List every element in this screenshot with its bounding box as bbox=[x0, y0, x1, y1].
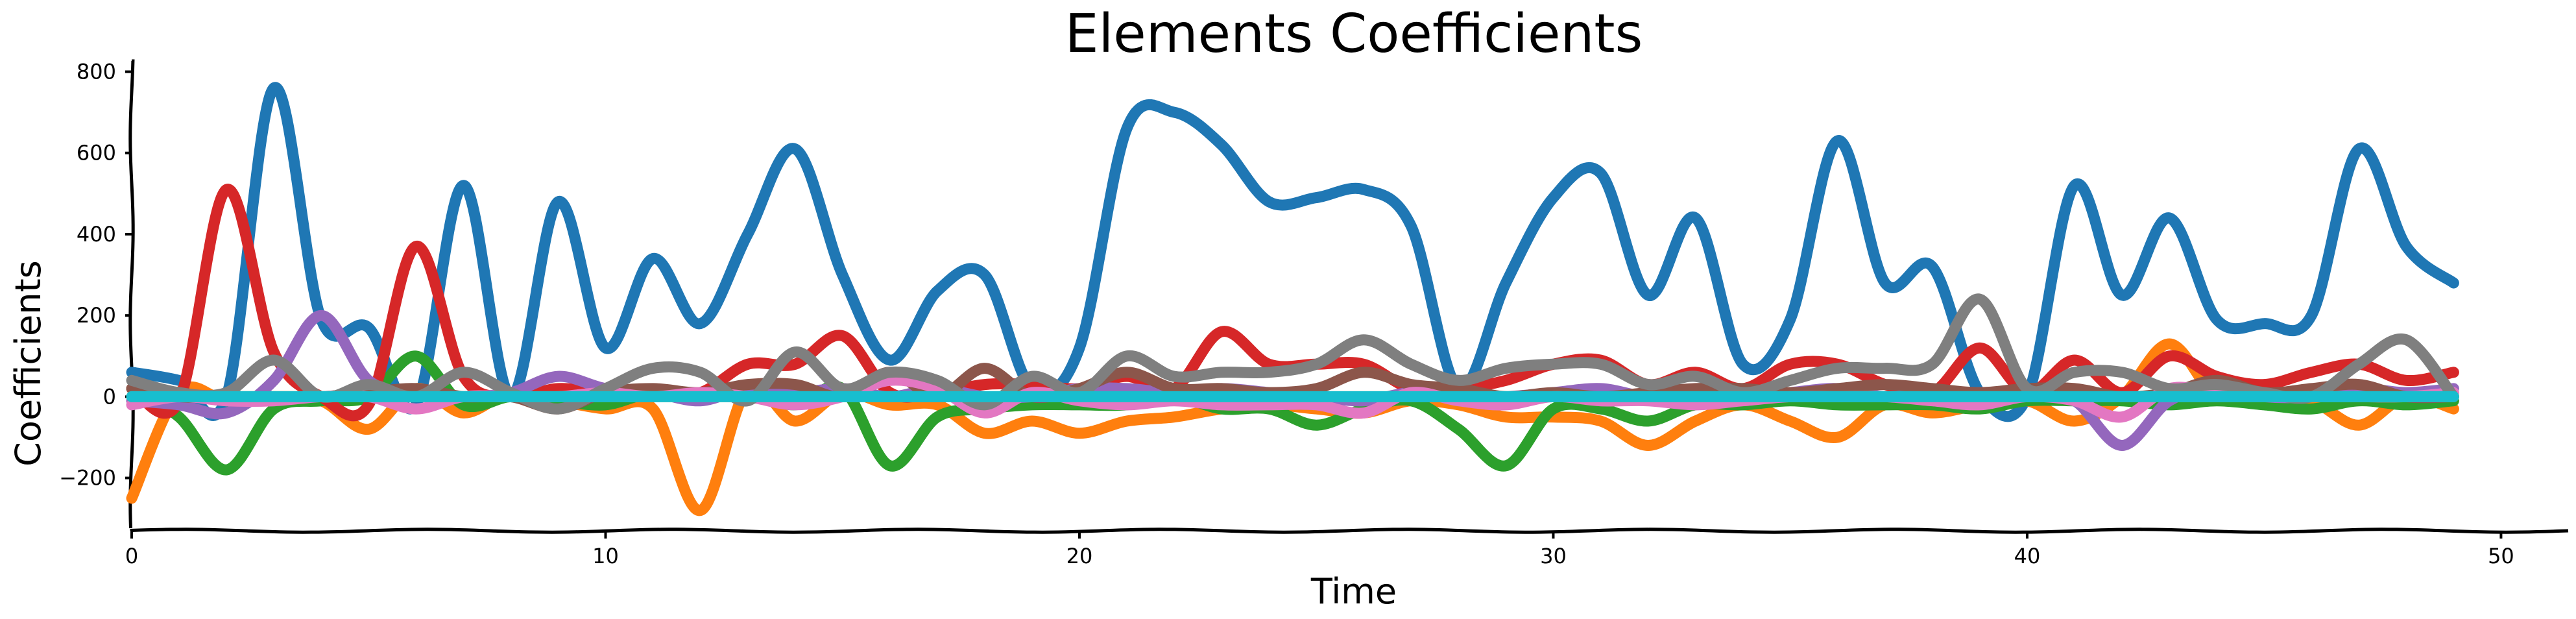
plot-area: −200 0 200 400 600 800 0 10 20 30 40 50 bbox=[59, 59, 2569, 568]
x-tick-label: 20 bbox=[1066, 544, 1093, 568]
y-tick-label: 600 bbox=[77, 141, 116, 165]
x-tick-label: 0 bbox=[125, 544, 138, 568]
x-tick-label: 30 bbox=[1540, 544, 1567, 568]
x-tick-label: 10 bbox=[592, 544, 619, 568]
x-axis-spine bbox=[130, 528, 2569, 534]
y-tick-label: 400 bbox=[77, 222, 116, 247]
y-tick-label: 800 bbox=[77, 60, 116, 84]
y-axis-spine bbox=[128, 59, 135, 529]
y-tick-label: −200 bbox=[59, 466, 116, 491]
chart-title: Elements Coefficients bbox=[1065, 3, 1643, 65]
x-axis-label: Time bbox=[1310, 571, 1397, 612]
series-line-1 bbox=[126, 82, 2459, 422]
y-axis-label: Coefficients bbox=[8, 260, 49, 467]
x-tick-label: 50 bbox=[2488, 544, 2514, 568]
x-tick-label: 40 bbox=[2014, 544, 2041, 568]
y-tick-label: 0 bbox=[103, 384, 116, 409]
y-tick-label: 200 bbox=[77, 303, 116, 328]
